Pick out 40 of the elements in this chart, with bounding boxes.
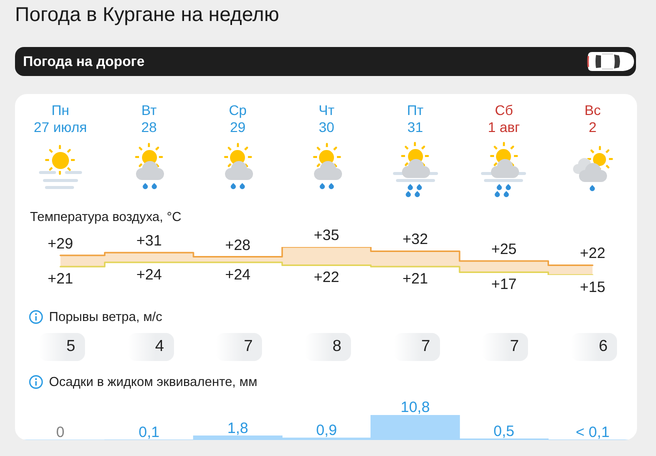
x-tick-label: Вс 2 [583, 102, 602, 136]
chart-title: Осадки в жидком эквиваленте, мм [49, 374, 258, 390]
x-tick-label: Ср 29 [228, 102, 248, 136]
data-label: +21 [48, 270, 74, 288]
data-label: 6 [598, 338, 609, 356]
data-label: +21 [402, 270, 428, 288]
data-label: +35 [314, 227, 340, 244]
text: Погода в Кургане на неделю [15, 3, 280, 27]
x-tick-label: Сб 1 авг [486, 102, 521, 136]
x-tick-label: Вт 28 [140, 102, 158, 136]
data-label: 7 [420, 338, 432, 356]
data-label: 0 [56, 424, 65, 441]
data-label: 10,8 [400, 399, 430, 416]
data-label: 7 [508, 338, 520, 356]
x-tick-label: Пт 31 [406, 102, 424, 136]
data-label: 0,5 [494, 422, 514, 440]
data-label: +22 [314, 269, 340, 286]
data-label: +17 [491, 276, 517, 294]
data-label: +28 [225, 236, 251, 254]
data-label: 8 [332, 338, 342, 356]
data-label: 7 [242, 338, 254, 356]
data-label: +15 [580, 279, 606, 296]
data-label: 0,9 [316, 422, 337, 439]
x-tick-label: Пн 27 июля [32, 102, 88, 136]
data-label: 0,1 [138, 424, 160, 441]
data-label: +32 [402, 231, 428, 248]
x-tick-label: Чт 30 [318, 102, 336, 136]
data-label: 4 [154, 338, 166, 356]
data-label: 1,8 [227, 420, 248, 437]
data-label: +24 [136, 266, 162, 284]
data-label: 5 [65, 338, 76, 356]
data-label: +29 [48, 235, 74, 252]
text: Погода на дороге [23, 52, 144, 71]
data-label: +22 [580, 245, 606, 262]
data-label: +31 [136, 232, 162, 250]
data-label: < 0,1 [576, 424, 610, 441]
data-label: +25 [491, 241, 517, 258]
chart-title: Температура воздуха, °C [30, 209, 182, 225]
data-label: +24 [225, 266, 251, 284]
text: Порывы ветра, м/с [49, 309, 162, 325]
